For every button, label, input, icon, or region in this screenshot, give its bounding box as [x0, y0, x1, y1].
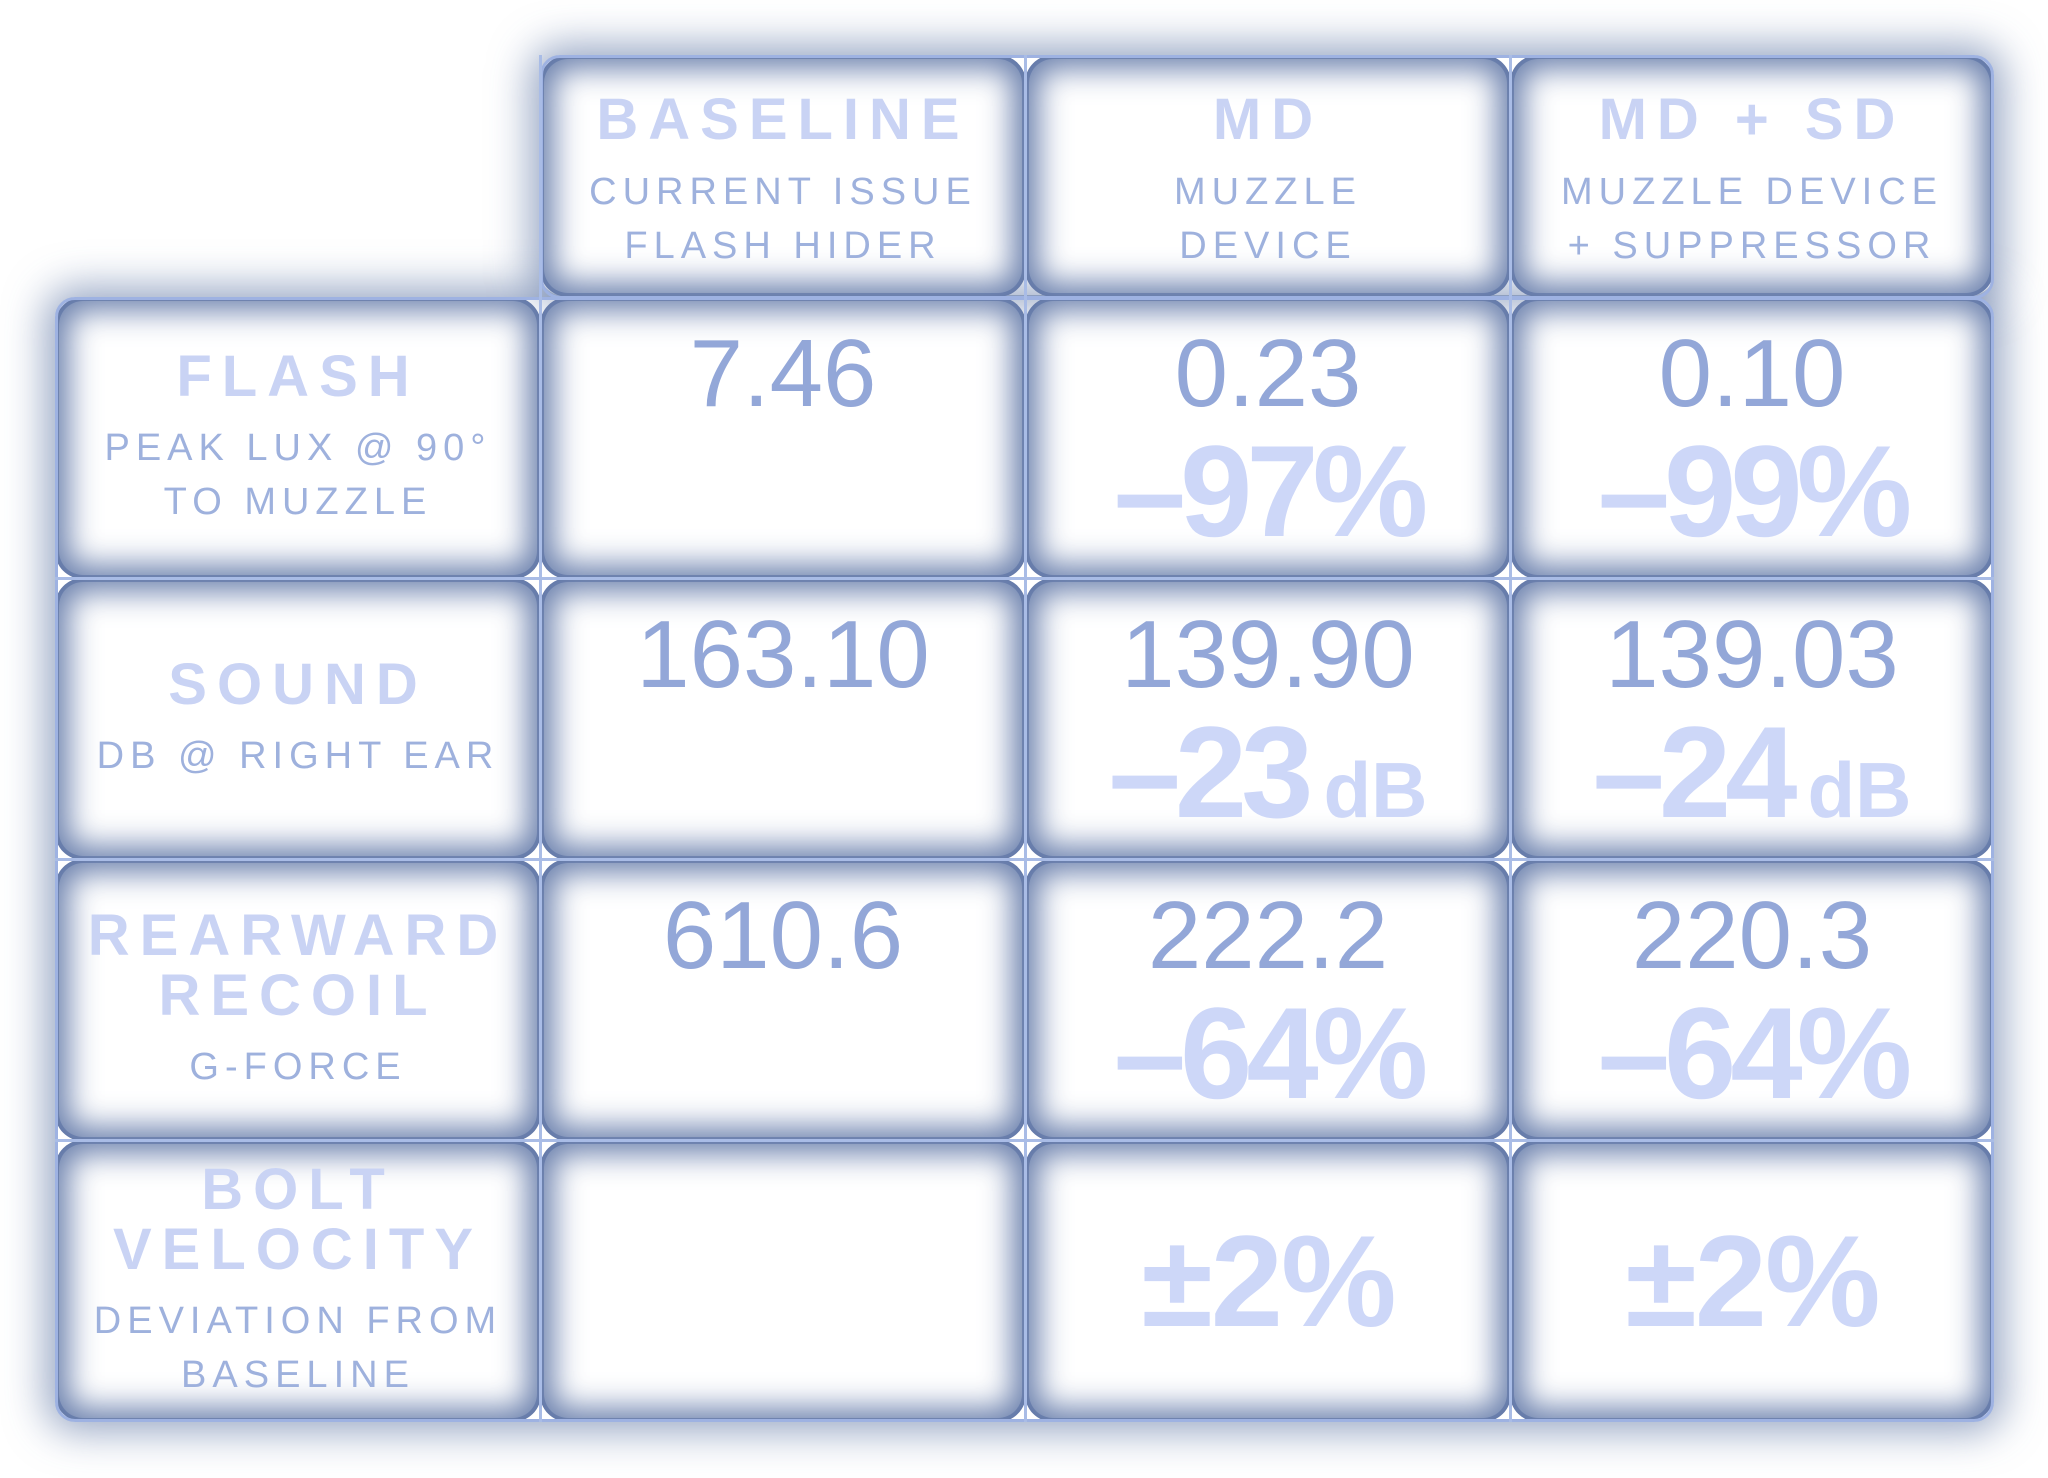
column-subtitle-line: DEVICE [1179, 225, 1357, 267]
change-amount: –99% [1597, 418, 1912, 564]
cell-recoil-md: 222.2 –64% [1025, 859, 1511, 1141]
row-subtitle: DB @ RIGHT EAR [97, 729, 500, 783]
measured-value: 163.10 [636, 601, 930, 708]
row-header-flash: FLASH PEAK LUX @ 90° TO MUZZLE [55, 297, 541, 579]
cell-sound-baseline: 163.10 [540, 578, 1026, 860]
row-subtitle-line: PEAK LUX @ 90° [104, 427, 492, 469]
cell-recoil-md-sd: 220.3 –64% [1510, 859, 1994, 1141]
row-subtitle-line: DEVIATION FROM [93, 1300, 503, 1342]
row-divider [55, 858, 1994, 861]
row-header-rearward-recoil: REARWARD RECOIL G-FORCE [55, 859, 541, 1141]
row-header-sound: SOUND DB @ RIGHT EAR [55, 578, 541, 860]
change-from-baseline: –24 dB [1593, 704, 1912, 858]
change-unit: dB [1807, 746, 1912, 834]
cell-bolt-md-sd: ±2% [1510, 1140, 1994, 1422]
cell-sound-md: 139.90 –23 dB [1025, 578, 1511, 860]
measured-value: 220.3 [1631, 882, 1873, 989]
cell-flash-md-sd: 0.10 –99% [1510, 297, 1994, 579]
measured-value: 7.46 [689, 320, 877, 427]
change-from-baseline: –64% [1114, 985, 1428, 1121]
column-subtitle-line: MUZZLE [1174, 171, 1362, 213]
column-subtitle-line: FLASH HIDER [624, 225, 942, 267]
cell-bolt-baseline [540, 1140, 1026, 1422]
change-amount: –97% [1113, 418, 1428, 564]
column-divider [1024, 55, 1027, 1422]
change-from-baseline: –99% [1598, 423, 1912, 559]
row-title-line: RECOIL [158, 963, 438, 1028]
column-divider [1509, 55, 1512, 1422]
row-title-line: REARWARD [87, 903, 509, 968]
measured-value: 139.90 [1121, 601, 1415, 708]
change-amount: –64% [1113, 980, 1428, 1126]
change-amount: ±2% [1141, 1208, 1396, 1354]
cell-flash-baseline: 7.46 [540, 297, 1026, 579]
change-from-baseline: –64% [1598, 985, 1912, 1121]
row-subtitle-line: DB @ RIGHT EAR [96, 735, 500, 777]
cell-bolt-md: ±2% [1025, 1140, 1511, 1422]
column-title: MD + SD [1598, 87, 1906, 152]
row-subtitle: PEAK LUX @ 90° TO MUZZLE [104, 421, 491, 529]
row-subtitle: G-FORCE [189, 1040, 406, 1094]
measured-value: 0.10 [1658, 320, 1846, 427]
change-amount: –64% [1597, 980, 1912, 1126]
change-from-baseline: ±2% [1625, 1213, 1880, 1349]
row-title: BOLT VELOCITY [113, 1160, 483, 1280]
column-title: BASELINE [596, 87, 970, 152]
row-divider [55, 1139, 1994, 1142]
change-amount: ±2% [1625, 1208, 1880, 1354]
row-title: FLASH [176, 344, 420, 409]
change-from-baseline: –23 dB [1109, 704, 1428, 858]
change-from-baseline: –97% [1114, 423, 1428, 559]
row-subtitle-line: G-FORCE [189, 1046, 407, 1088]
change-unit: dB [1323, 746, 1428, 834]
row-title-line: VELOCITY [112, 1217, 484, 1282]
column-header-baseline: BASELINE CURRENT ISSUE FLASH HIDER [540, 55, 1026, 297]
column-header-md: MD MUZZLE DEVICE [1025, 55, 1511, 297]
measured-value: 0.23 [1174, 320, 1362, 427]
row-subtitle: DEVIATION FROM BASELINE [94, 1294, 502, 1402]
change-amount: –23 [1108, 699, 1314, 845]
change-from-baseline: ±2% [1141, 1213, 1396, 1349]
measured-value: 139.03 [1605, 601, 1899, 708]
column-subtitle-line: + SUPPRESSOR [1567, 225, 1937, 267]
row-title-line: BOLT [201, 1157, 395, 1222]
row-header-bolt-velocity: BOLT VELOCITY DEVIATION FROM BASELINE [55, 1140, 541, 1422]
cell-sound-md-sd: 139.03 –24 dB [1510, 578, 1994, 860]
column-title: MD [1212, 87, 1324, 152]
cell-flash-md: 0.23 –97% [1025, 297, 1511, 579]
measured-value: 222.2 [1147, 882, 1389, 989]
row-title: REARWARD RECOIL [88, 906, 509, 1026]
change-amount: –24 [1592, 699, 1798, 845]
row-subtitle-line: TO MUZZLE [163, 481, 433, 523]
row-divider [55, 577, 1994, 580]
column-subtitle: MUZZLE DEVICE + SUPPRESSOR [1561, 165, 1943, 273]
row-title: SOUND [168, 652, 428, 717]
column-subtitle-line: CURRENT ISSUE [589, 171, 977, 213]
cell-recoil-baseline: 610.6 [540, 859, 1026, 1141]
column-subtitle: MUZZLE DEVICE [1174, 165, 1362, 273]
row-subtitle-line: BASELINE [181, 1354, 415, 1396]
column-divider [539, 55, 542, 1422]
measured-value: 610.6 [662, 882, 904, 989]
column-subtitle: CURRENT ISSUE FLASH HIDER [589, 165, 977, 273]
column-header-md-sd: MD + SD MUZZLE DEVICE + SUPPRESSOR [1510, 55, 1994, 297]
column-subtitle-line: MUZZLE DEVICE [1560, 171, 1944, 213]
